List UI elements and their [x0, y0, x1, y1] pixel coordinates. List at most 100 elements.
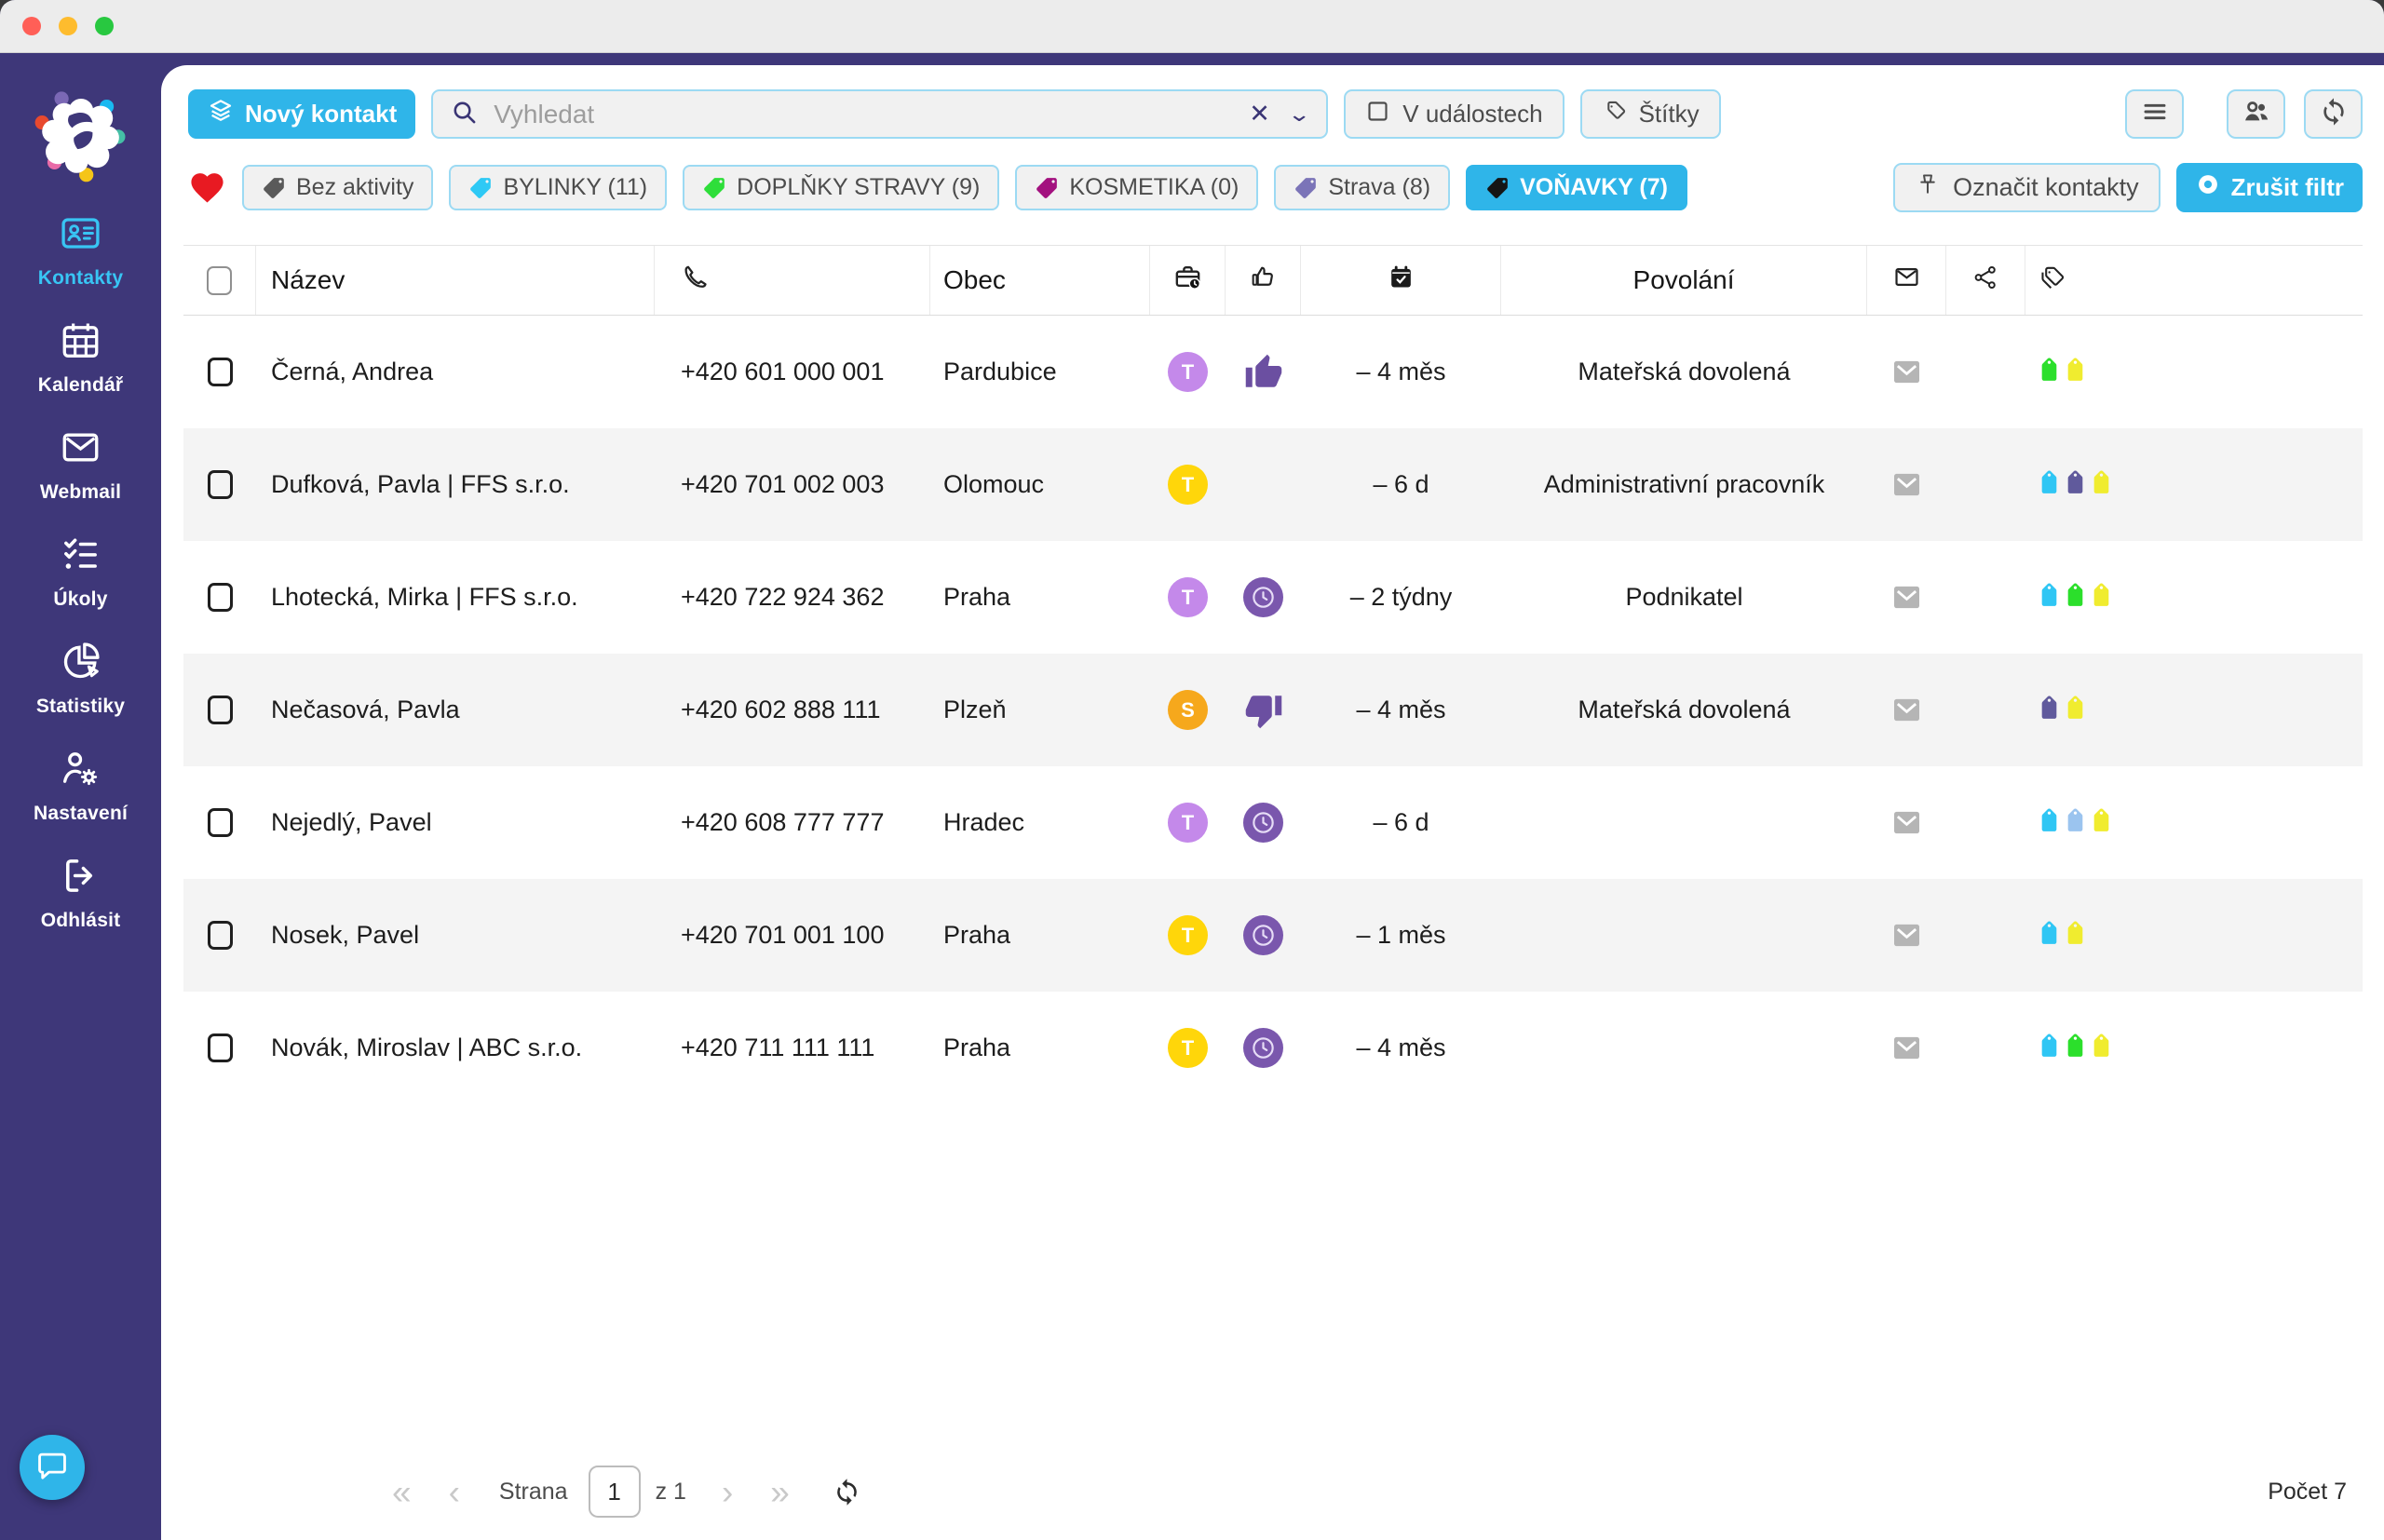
filter-chip-1[interactable]: Bez aktivity [242, 165, 434, 210]
contact-phone[interactable]: +420 608 777 777 [681, 808, 885, 836]
sidebar-item-nastaveni[interactable]: Nastavení [34, 747, 128, 825]
mark-contacts-button[interactable]: Označit kontakty [1893, 163, 2160, 212]
clear-filter-button[interactable]: Zrušit filtr [2175, 163, 2363, 212]
contact-tag-icon[interactable] [2037, 1033, 2062, 1062]
contact-name[interactable]: Nečasová, Pavla [271, 696, 460, 723]
contact-phone[interactable]: +420 711 111 111 [681, 1033, 875, 1061]
contact-checkbox[interactable] [207, 583, 233, 612]
zoom-window-button[interactable] [95, 17, 114, 35]
contact-tag-icon[interactable] [2063, 470, 2088, 499]
contact-name[interactable]: Černá, Andrea [271, 358, 434, 385]
contact-tag-icon[interactable] [2089, 1033, 2114, 1062]
envelope-icon[interactable] [1892, 697, 1921, 723]
column-header-email[interactable] [1867, 246, 1946, 315]
contact-tag-icon[interactable] [2037, 470, 2062, 499]
contact-checkbox[interactable] [207, 358, 233, 386]
first-page-button[interactable]: « [392, 1472, 412, 1511]
contact-tag-icon[interactable] [2063, 921, 2088, 950]
filter-chip-5[interactable]: Strava (8) [1274, 165, 1451, 210]
new-contact-button[interactable]: Nový kontakt [188, 89, 416, 139]
last-page-button[interactable]: » [770, 1472, 790, 1511]
refresh-button[interactable] [2304, 89, 2363, 139]
reload-list-button[interactable] [833, 1478, 861, 1506]
filter-chip-2[interactable]: BYLINKY (11) [449, 165, 668, 210]
contact-tag-icon[interactable] [2037, 583, 2062, 612]
activity-letter-badge[interactable]: T [1168, 1028, 1208, 1068]
page-number-input[interactable]: 1 [588, 1466, 641, 1518]
sidebar-item-webmail[interactable]: Webmail [34, 426, 128, 504]
envelope-icon[interactable] [1892, 923, 1921, 948]
chat-button[interactable] [20, 1435, 85, 1500]
contact-checkbox[interactable] [207, 921, 233, 950]
envelope-icon[interactable] [1892, 810, 1921, 835]
contact-name[interactable]: Nejedlý, Pavel [271, 808, 432, 836]
minimize-window-button[interactable] [59, 17, 77, 35]
column-header-phone[interactable] [655, 246, 930, 315]
column-header-activity-type[interactable] [1150, 246, 1226, 315]
column-header-tags[interactable] [2025, 246, 2363, 315]
sidebar-item-odhlasit[interactable]: Odhlásit [34, 854, 128, 932]
activity-letter-badge[interactable]: S [1168, 690, 1208, 730]
sidebar-item-statistiky[interactable]: Statistiky [34, 640, 128, 718]
contact-checkbox[interactable] [207, 808, 233, 837]
contact-checkbox[interactable] [207, 1033, 233, 1062]
contact-tag-icon[interactable] [2063, 808, 2088, 837]
contact-tag-icon[interactable] [2063, 696, 2088, 724]
contact-tag-icon[interactable] [2063, 358, 2088, 386]
contact-tag-icon[interactable] [2063, 583, 2088, 612]
activity-letter-badge[interactable]: T [1168, 352, 1208, 392]
prev-page-button[interactable]: ‹ [448, 1472, 460, 1511]
activity-letter-badge[interactable]: T [1168, 465, 1208, 505]
envelope-icon[interactable] [1892, 585, 1921, 610]
filter-chip-6[interactable]: VOŇAVKY (7) [1466, 165, 1687, 210]
contact-tag-icon[interactable] [2037, 921, 2062, 950]
activity-letter-badge[interactable]: T [1168, 577, 1208, 617]
filter-chip-3[interactable]: DOPLŇKY STRAVY (9) [683, 165, 1000, 210]
activity-letter-badge[interactable]: T [1168, 915, 1208, 955]
contact-phone[interactable]: +420 601 000 001 [681, 358, 885, 385]
contact-tag-icon[interactable] [2063, 1033, 2088, 1062]
in-events-button[interactable]: V událostech [1344, 89, 1564, 139]
contact-phone[interactable]: +420 722 924 362 [681, 583, 885, 611]
filter-chip-4[interactable]: KOSMETIKA (0) [1015, 165, 1259, 210]
column-header-city[interactable]: Obec [930, 246, 1150, 315]
sidebar-item-kalendar[interactable]: Kalendář [34, 318, 128, 397]
select-all-checkbox[interactable] [207, 265, 232, 295]
next-page-button[interactable]: › [721, 1472, 734, 1511]
contact-occupation: Administrativní pracovník [1543, 470, 1825, 498]
column-header-rating[interactable] [1226, 246, 1301, 315]
tags-button[interactable]: Štítky [1579, 89, 1721, 139]
contact-checkbox[interactable] [207, 470, 233, 499]
contact-checkbox[interactable] [207, 696, 233, 724]
close-window-button[interactable] [22, 17, 41, 35]
contact-tag-icon[interactable] [2089, 470, 2114, 499]
contact-tag-icon[interactable] [2089, 808, 2114, 837]
contact-tag-icon[interactable] [2089, 583, 2114, 612]
menu-button[interactable] [2125, 89, 2184, 139]
activity-letter-badge[interactable]: T [1168, 803, 1208, 843]
contact-tag-icon[interactable] [2037, 808, 2062, 837]
column-header-share[interactable] [1946, 246, 2025, 315]
favorites-heart-icon[interactable] [188, 169, 226, 207]
contact-tag-icon[interactable] [2037, 358, 2062, 386]
sidebar-item-ukoly[interactable]: Úkoly [34, 533, 128, 611]
column-header-last-activity[interactable] [1301, 246, 1501, 315]
column-header-occupation[interactable]: Povolání [1501, 246, 1867, 315]
envelope-icon[interactable] [1892, 472, 1921, 497]
contact-name[interactable]: Novák, Miroslav | ABC s.r.o. [271, 1033, 583, 1061]
contacts-view-button[interactable] [2227, 89, 2285, 139]
chevron-down-icon[interactable]: ⌄ [1287, 101, 1311, 126]
column-header-name[interactable]: Název [256, 246, 655, 315]
clear-search-icon[interactable]: ✕ [1249, 100, 1270, 128]
contact-tag-icon[interactable] [2037, 696, 2062, 724]
contact-name[interactable]: Nosek, Pavel [271, 921, 420, 949]
envelope-icon[interactable] [1892, 359, 1921, 385]
sidebar-item-kontakty[interactable]: Kontakty [34, 211, 128, 290]
contact-name[interactable]: Lhotecká, Mirka | FFS s.r.o. [271, 583, 578, 611]
envelope-icon[interactable] [1892, 1035, 1921, 1060]
contact-phone[interactable]: +420 701 002 003 [681, 470, 885, 498]
contact-name[interactable]: Dufková, Pavla | FFS s.r.o. [271, 470, 570, 498]
contact-phone[interactable]: +420 602 888 111 [681, 696, 881, 723]
search-input[interactable] [492, 98, 1231, 130]
contact-phone[interactable]: +420 701 001 100 [681, 921, 885, 949]
